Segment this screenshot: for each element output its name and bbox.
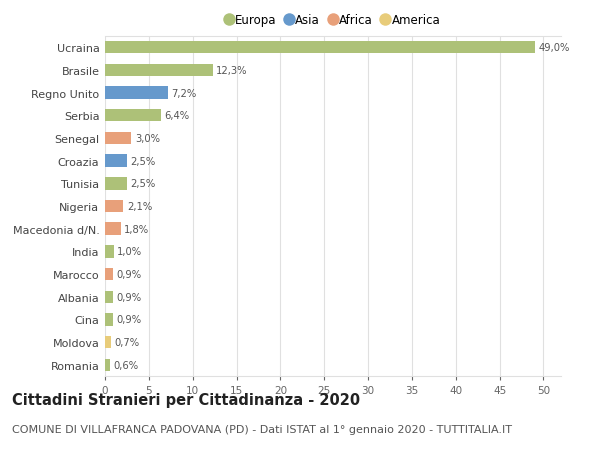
Text: COMUNE DI VILLAFRANCA PADOVANA (PD) - Dati ISTAT al 1° gennaio 2020 - TUTTITALIA: COMUNE DI VILLAFRANCA PADOVANA (PD) - Da… <box>12 425 512 435</box>
Bar <box>105 110 161 122</box>
Text: 2,1%: 2,1% <box>127 202 152 212</box>
Bar <box>105 246 114 258</box>
Text: 0,9%: 0,9% <box>116 315 142 325</box>
Text: Cittadini Stranieri per Cittadinanza - 2020: Cittadini Stranieri per Cittadinanza - 2… <box>12 392 360 408</box>
Text: 1,0%: 1,0% <box>117 247 142 257</box>
Bar <box>105 155 127 168</box>
Bar <box>105 223 121 235</box>
Bar <box>105 132 131 145</box>
Text: 0,9%: 0,9% <box>116 292 142 302</box>
Bar <box>105 87 168 100</box>
Legend: Europa, Asia, Africa, America: Europa, Asia, Africa, America <box>226 15 440 28</box>
Bar <box>105 336 111 349</box>
Text: 0,7%: 0,7% <box>115 337 140 347</box>
Text: 49,0%: 49,0% <box>538 43 569 53</box>
Bar <box>105 200 124 213</box>
Text: 0,6%: 0,6% <box>114 360 139 370</box>
Text: 6,4%: 6,4% <box>164 111 190 121</box>
Text: 3,0%: 3,0% <box>135 134 160 144</box>
Bar <box>105 313 113 326</box>
Bar <box>105 359 110 371</box>
Bar <box>105 42 535 54</box>
Bar <box>105 64 213 77</box>
Text: 1,8%: 1,8% <box>124 224 149 234</box>
Bar <box>105 291 113 303</box>
Text: 0,9%: 0,9% <box>116 269 142 280</box>
Text: 2,5%: 2,5% <box>130 156 155 166</box>
Bar <box>105 268 113 281</box>
Text: 2,5%: 2,5% <box>130 179 155 189</box>
Text: 12,3%: 12,3% <box>217 66 248 76</box>
Text: 7,2%: 7,2% <box>172 88 197 98</box>
Bar <box>105 178 127 190</box>
